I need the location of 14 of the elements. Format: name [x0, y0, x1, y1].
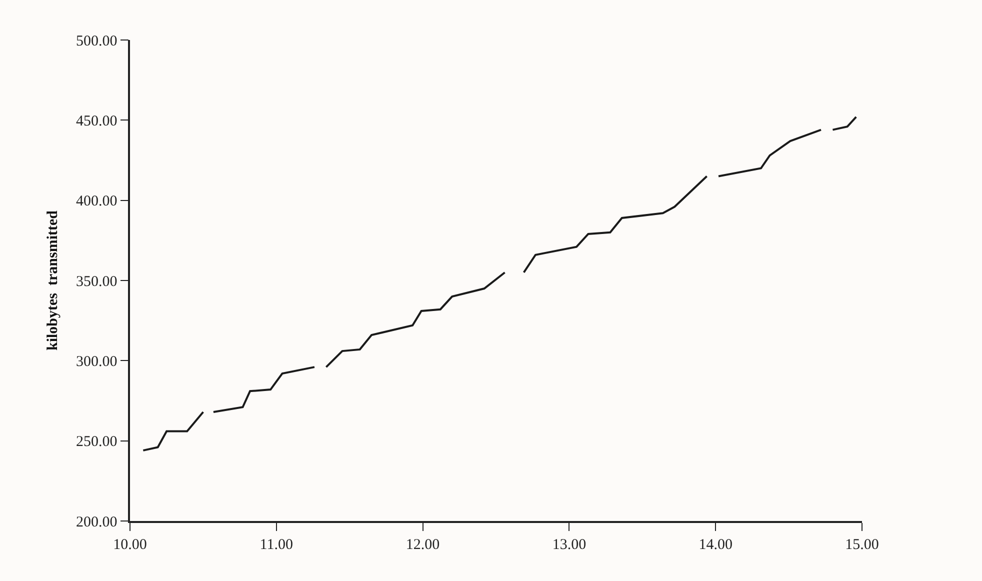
y-tick-label: 300.00 [76, 354, 118, 370]
y-axis-title: kilobytes transmitted [44, 210, 61, 350]
y-tick-label: 450.00 [76, 113, 118, 130]
x-tick-label: 13.00 [552, 536, 586, 553]
y-tick-label: 250.00 [76, 434, 118, 450]
y-tick-label: 350.00 [76, 274, 118, 290]
y-tick-label: 400.00 [76, 194, 118, 210]
y-tick-label: 500.00 [76, 33, 118, 50]
x-tick-label: 10.00 [113, 536, 147, 553]
x-tick-label: 14.00 [698, 536, 732, 553]
x-tick-label: 15.00 [845, 536, 879, 553]
y-tick-label: 200.00 [76, 514, 118, 530]
x-tick-label: 12.00 [406, 536, 440, 553]
x-tick-label: 11.00 [260, 536, 293, 553]
